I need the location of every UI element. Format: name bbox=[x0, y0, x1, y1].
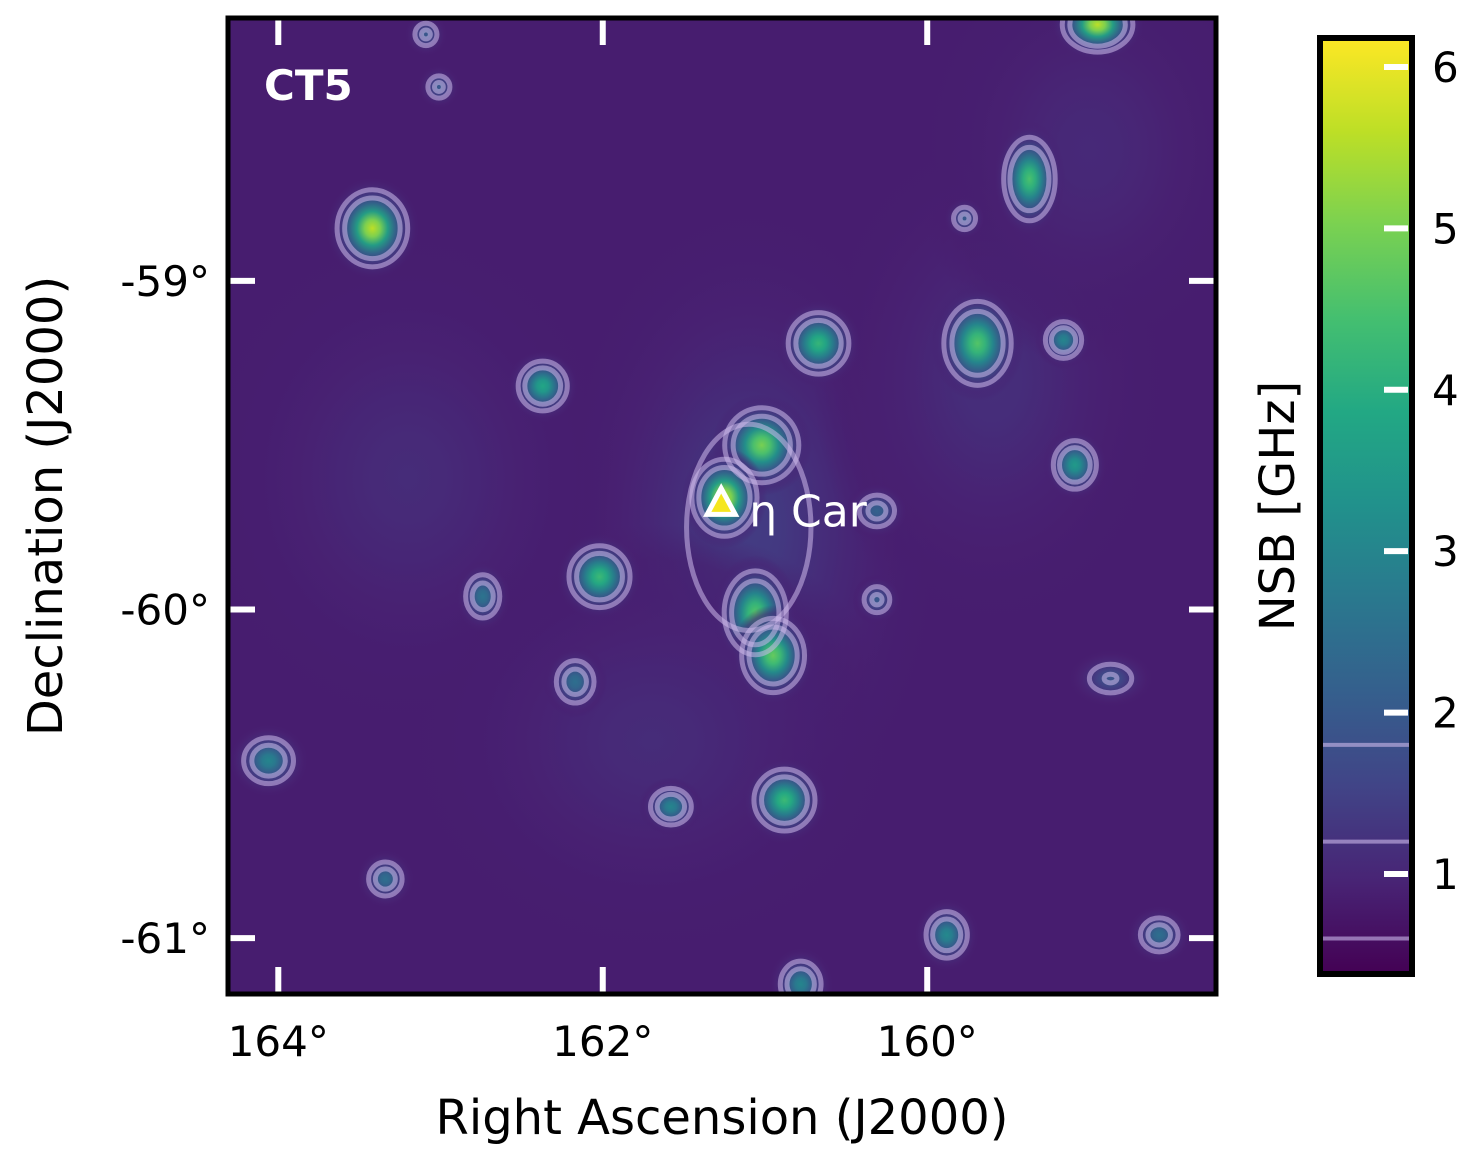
x-axis-label: Right Ascension (J2000) bbox=[436, 1090, 1009, 1146]
contour-line bbox=[1101, 671, 1120, 686]
bright-source-blob bbox=[1051, 18, 1144, 61]
contour-line bbox=[1137, 915, 1181, 955]
contour-line bbox=[1067, 18, 1128, 49]
bright-source-blob bbox=[417, 65, 461, 109]
contour-line bbox=[746, 624, 800, 687]
x-tick-label: 162° bbox=[552, 1017, 653, 1066]
contour-line bbox=[515, 358, 570, 414]
contour-line bbox=[941, 298, 1014, 388]
contour-line bbox=[689, 456, 760, 539]
contour-line bbox=[923, 909, 970, 961]
y-axis-label: Declination (J2000) bbox=[18, 276, 74, 736]
colorbar-tick-label: 4 bbox=[1432, 366, 1459, 415]
contour-line bbox=[342, 195, 403, 262]
contour-line bbox=[574, 550, 625, 603]
contour-line bbox=[1001, 134, 1058, 224]
contour-line bbox=[865, 500, 889, 522]
contour-line bbox=[696, 465, 753, 531]
contour-line bbox=[785, 310, 852, 377]
contour-line bbox=[869, 591, 885, 608]
colorbar-label: NSB [GHz] bbox=[1250, 381, 1306, 632]
x-tick-label: 164° bbox=[228, 1017, 329, 1066]
plot-frame bbox=[225, 15, 1219, 997]
bright-source-blob bbox=[851, 574, 902, 625]
contour-line bbox=[784, 966, 817, 994]
eta-car-triangle-marker bbox=[703, 483, 740, 517]
bright-source-blob bbox=[844, 482, 910, 540]
contour-line bbox=[759, 774, 810, 826]
y-tick-label: -59° bbox=[120, 257, 210, 306]
bright-source-blob bbox=[1067, 649, 1154, 708]
contour-line bbox=[1050, 438, 1099, 492]
bright-source-blob bbox=[356, 850, 414, 908]
colorbar-tick-label: 2 bbox=[1432, 689, 1459, 738]
contour-line bbox=[957, 211, 972, 226]
contour-line bbox=[425, 73, 453, 101]
bright-source-blob bbox=[454, 560, 512, 633]
contour-line bbox=[856, 492, 898, 530]
contour-line bbox=[793, 317, 844, 369]
contour-line bbox=[419, 27, 433, 42]
y-tick-label: -60° bbox=[120, 586, 210, 635]
colorbar-tick-label: 5 bbox=[1432, 204, 1459, 253]
bright-source-blob bbox=[229, 724, 308, 797]
contour-line bbox=[751, 766, 818, 834]
y-tick-label: -61° bbox=[120, 914, 210, 963]
contour-line bbox=[1048, 325, 1079, 355]
bright-source-blob bbox=[543, 645, 608, 718]
contour-line bbox=[729, 578, 782, 648]
contour-line bbox=[730, 413, 793, 477]
contour-line bbox=[1057, 445, 1093, 485]
contour-line bbox=[1059, 18, 1136, 55]
bright-source-blob bbox=[325, 177, 419, 279]
contour-line bbox=[777, 958, 824, 994]
bright-source-blob bbox=[943, 196, 986, 241]
contour-line bbox=[366, 859, 405, 899]
contour-line bbox=[412, 20, 440, 49]
contour-line bbox=[654, 791, 688, 822]
contour-line bbox=[553, 658, 597, 706]
contour-line bbox=[561, 666, 589, 697]
contour-line bbox=[949, 308, 1006, 378]
colorbar-tick-label: 3 bbox=[1432, 527, 1459, 576]
contour-line bbox=[1086, 661, 1135, 696]
contour-line bbox=[1042, 319, 1085, 361]
contour-line bbox=[951, 204, 979, 233]
contour-line bbox=[722, 405, 802, 486]
contour-line bbox=[566, 543, 633, 611]
contour-line bbox=[469, 580, 496, 613]
contour-line bbox=[431, 80, 446, 94]
contour-line bbox=[522, 365, 564, 407]
contour-line bbox=[721, 568, 789, 658]
contour-line bbox=[241, 735, 296, 787]
colorbar bbox=[1317, 35, 1415, 977]
contour-line bbox=[463, 572, 503, 621]
colorbar-tick-label: 6 bbox=[1432, 43, 1459, 92]
contour-line bbox=[739, 615, 808, 696]
contour-line bbox=[1145, 922, 1173, 948]
contour-line bbox=[334, 187, 411, 270]
contour-line bbox=[1007, 144, 1052, 214]
contour-line bbox=[861, 584, 893, 616]
x-tick-label: 160° bbox=[877, 1017, 978, 1066]
colorbar-tick-label: 1 bbox=[1432, 850, 1459, 899]
panel-title: CT5 bbox=[264, 61, 353, 110]
contour-line bbox=[372, 866, 398, 892]
eta-car-label: η Car bbox=[749, 486, 868, 537]
contour-line bbox=[930, 916, 964, 954]
contour-line bbox=[249, 742, 288, 779]
bright-source-blob bbox=[1127, 905, 1192, 964]
contour-line bbox=[647, 785, 694, 828]
